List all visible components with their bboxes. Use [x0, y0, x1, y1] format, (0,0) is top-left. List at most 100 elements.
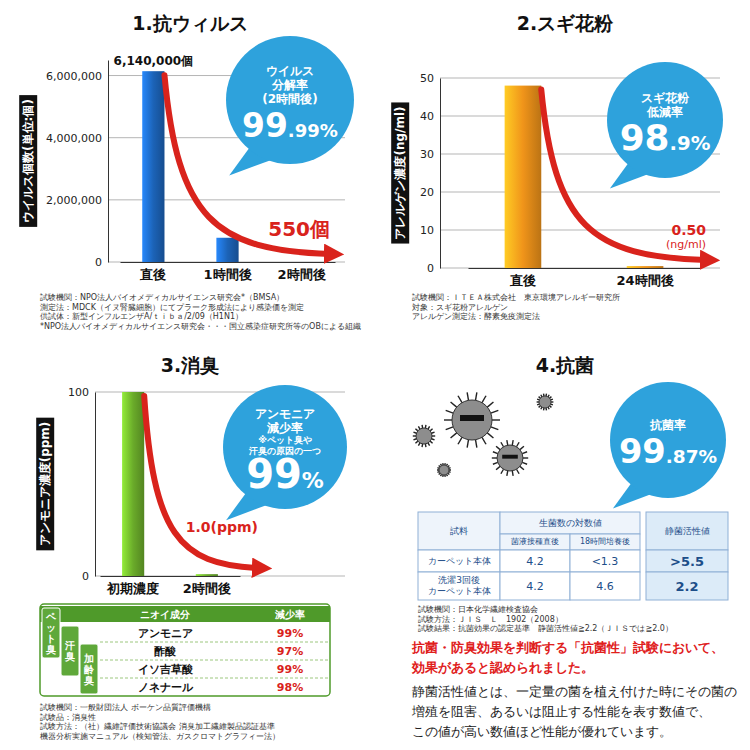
germ-spike [517, 469, 520, 474]
y-tick: 10 [420, 224, 440, 237]
odor-table: ニオイ成分減少率アンモニア99%酢酸97%イソ吉草酸99%ノネナール98%ペット… [40, 604, 330, 696]
germ-spike [517, 442, 520, 447]
germ-spike [496, 466, 500, 469]
callout-value: 99.87% [619, 432, 717, 471]
callout-value: 98.9% [620, 117, 711, 158]
y-tick: 0 [82, 570, 95, 583]
germ-spike [458, 437, 462, 444]
odor-table-header [40, 606, 330, 622]
y-tick-label: 30 [420, 148, 434, 161]
germ-spike [506, 440, 508, 445]
end-value-label: 0.50(ng/ml) [666, 222, 706, 251]
table-cell [646, 512, 728, 550]
y-tick: 30 [420, 148, 440, 161]
odor-group-char: ッ [46, 622, 56, 633]
y-axis: 0 2,000,000 4,000,000 6,000,000 [46, 61, 108, 270]
y-tick-label: 100 [68, 386, 89, 399]
x-tick: 2時間後 [183, 576, 231, 596]
y-tick: 0 [95, 256, 108, 269]
y-axis-title-bg [19, 95, 37, 227]
germ-spike [491, 410, 499, 413]
x-tick-label: 直後 [139, 267, 166, 282]
table-cell [500, 550, 570, 572]
germ-spike [501, 469, 504, 474]
odor-rate: 99% [277, 627, 303, 640]
x-tick: 24時間後 [617, 268, 674, 288]
odor-group-char: 齢 [84, 664, 95, 675]
footnote: 測定法：MDCK（イヌ腎臓細胞）にてプラーク形成法により感染価を測定 [40, 303, 304, 312]
x-axis-line [469, 268, 701, 269]
callout-text: 減少率 [266, 421, 303, 435]
odor-name: イソ吉草酸 [138, 663, 194, 676]
odor-group-char: 汗 [64, 640, 75, 651]
table-text: 2.2 [675, 579, 698, 594]
germ-spike [493, 452, 498, 454]
y-axis-title: ウイルス個数(単位:個) [21, 99, 35, 223]
table-text: 静菌活性値 [665, 526, 710, 536]
y-tick-label: 40 [420, 110, 434, 123]
end-value-label: 1.0(ppm) [186, 519, 258, 535]
germ-eye [460, 415, 484, 421]
germ-spike [475, 392, 476, 400]
y-tick-label: 0 [95, 256, 102, 269]
callout: ウイルス分解率(2時間後)99.99% [226, 36, 354, 176]
odor-name: 酢酸 [154, 645, 177, 658]
germ-spike [475, 440, 476, 448]
germ-body [452, 400, 492, 440]
chart-panel: 1.抗ウィルス02,000,0004,000,0006,000,000直後1時間… [19, 12, 361, 331]
footnote: *NPO法人バイオメディカルサイエンス研究会・・・国立感染症研究所等のOBによる… [40, 322, 361, 331]
germ-eye [502, 455, 518, 459]
footnote: 試験機関：NPO法人バイオメディカルサイエンス研究会*（BMSA） [40, 293, 284, 302]
grid-line [440, 268, 720, 269]
y-tick: 50 [420, 72, 440, 85]
callout-value-part: .99% [288, 120, 338, 141]
germ-spike [482, 396, 486, 403]
x-tick: 直後 [139, 262, 166, 282]
germ-spike [496, 446, 500, 449]
germ-spike [467, 440, 468, 448]
explanation-text: この値が高い数値ほど性能が優れています。 [412, 724, 672, 739]
table-text: 4.2 [526, 580, 544, 593]
y-tick: 6,000,000 [46, 70, 108, 83]
y-tick: 100 [68, 386, 95, 399]
callout-circle [226, 36, 354, 164]
x-axis: 直後24時間後 [469, 268, 701, 288]
germ-spike [493, 462, 498, 464]
table-text: >5.5 [670, 554, 704, 569]
end-value-label-line: (ng/ml) [666, 238, 706, 251]
callout-text: ウイルス [266, 64, 314, 78]
x-tick-label: 24時間後 [617, 273, 674, 288]
chart-panel: 3.消臭0100初期濃度2時間後アンモニア濃度(ppm)1.0(ppm)アンモニ… [36, 354, 347, 741]
odor-table-rule [100, 660, 328, 661]
y-axis-title-group: アンモニア濃度(ppm) [36, 418, 54, 551]
y-tick-label: 4,000,000 [46, 132, 102, 145]
odor-group-box [42, 608, 60, 658]
germ-spike [520, 446, 524, 449]
odor-rate: 98% [277, 681, 303, 694]
footnote: 機器分析実施マニュアル（検知管法、ガスクロマトグラフィー法） [40, 732, 280, 741]
y-tick-label: 0 [427, 262, 434, 275]
germ-body [416, 428, 432, 444]
x-tick-label: 初期濃度 [106, 581, 159, 596]
table-cell [570, 572, 640, 600]
conclusion-text: 効果があると認められました。 [411, 660, 594, 675]
odor-table-rule [100, 678, 328, 679]
bar [142, 71, 164, 262]
x-axis-line [101, 576, 241, 577]
infographic: 1.抗ウィルス02,000,0004,000,0006,000,000直後1時間… [0, 0, 750, 750]
footnote: 試験方法：ＪＩＳ Ｌ 1902（2008） [418, 615, 563, 624]
y-axis-title: アンモニア濃度(ppm) [38, 422, 52, 547]
antibacterial-panel: 4.抗菌抗菌率99.87%試料生菌数の対数値静菌活性値菌液接種直後18時間培養後… [411, 354, 737, 739]
germ-icon [537, 394, 554, 411]
germ-spike [523, 457, 528, 458]
table-text: 試料 [450, 526, 468, 536]
germ-spike [444, 419, 452, 420]
callout-value-part: 99 [619, 432, 666, 471]
end-value-label-line: 1.0(ppm) [186, 519, 258, 535]
y-tick: 2,000,000 [46, 194, 108, 207]
odor-group-char: 臭 [83, 675, 94, 686]
bar [627, 266, 664, 268]
y-axis-title: アレルゲン濃度(ng/ml) [393, 106, 407, 239]
germ-spike [520, 466, 524, 469]
germ-spike [482, 437, 486, 444]
